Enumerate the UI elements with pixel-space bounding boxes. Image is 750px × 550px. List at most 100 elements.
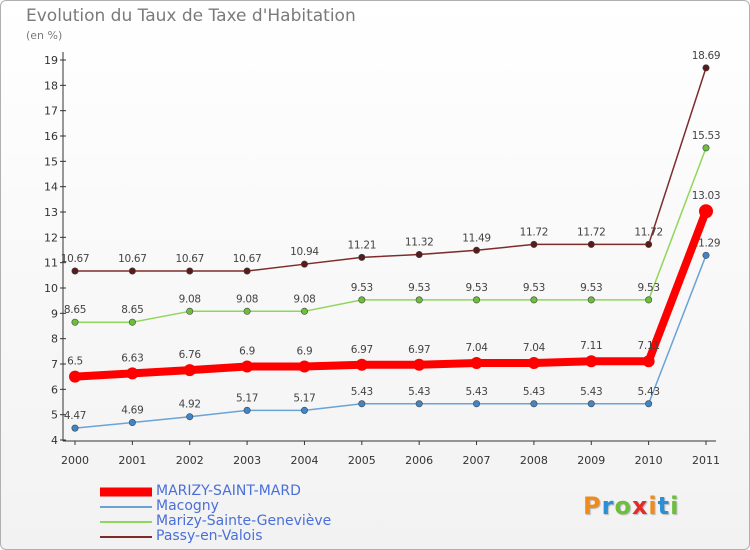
y-tick-label: 18 [44, 79, 58, 92]
data-point [128, 267, 136, 275]
y-tick-label: 9 [51, 307, 58, 320]
data-point [645, 400, 653, 408]
x-tick-label: 2000 [61, 454, 89, 467]
data-label: 10.67 [61, 253, 90, 265]
data-label: 5.43 [465, 386, 487, 398]
data-point [702, 144, 710, 152]
data-point [243, 267, 251, 275]
data-label: 9.53 [580, 282, 602, 294]
legend-swatch [100, 505, 152, 508]
x-tick-label: 2007 [463, 454, 491, 467]
data-point [128, 419, 136, 427]
data-point [358, 296, 366, 304]
data-point [473, 400, 481, 408]
data-point [587, 240, 595, 248]
data-label: 4.47 [64, 410, 86, 422]
data-label: 7.04 [465, 342, 488, 354]
data-label: 15.53 [692, 130, 721, 142]
data-point [300, 307, 308, 315]
data-point [298, 360, 311, 373]
legend-label: MARIZY-SAINT-MARD [156, 483, 301, 499]
y-tick-label: 13 [44, 206, 58, 219]
data-point [415, 251, 423, 259]
logo-letter: i [670, 492, 680, 520]
logo-letter: r [601, 492, 615, 520]
data-point [702, 64, 710, 72]
data-label: 6.63 [121, 352, 143, 364]
series-line [74, 147, 707, 323]
data-point [186, 413, 194, 421]
data-point [702, 251, 710, 259]
data-point [243, 406, 251, 414]
data-label: 5.43 [523, 386, 545, 398]
data-label: 6.9 [297, 346, 313, 358]
data-point [645, 240, 653, 248]
data-label: 9.08 [236, 293, 258, 305]
data-label: 8.65 [64, 304, 86, 316]
data-label: 5.17 [236, 392, 258, 404]
series-line [74, 254, 707, 429]
data-point [358, 253, 366, 261]
x-tick-label: 2003 [233, 454, 261, 467]
y-tick-label: 17 [44, 105, 58, 118]
data-point [126, 367, 139, 380]
y-tick-label: 7 [51, 358, 58, 371]
data-label: 11.21 [348, 239, 377, 251]
chart-title: Evolution du Taux de Taxe d'Habitation [26, 6, 356, 26]
legend-swatch [100, 487, 152, 496]
y-tick-label: 10 [44, 282, 58, 295]
data-point [71, 424, 79, 432]
x-tick-label: 2002 [176, 454, 204, 467]
data-point [415, 296, 423, 304]
data-label: 9.53 [465, 282, 487, 294]
y-tick-label: 19 [44, 54, 58, 67]
data-point [183, 364, 196, 377]
legend-label: Macogny [156, 498, 219, 514]
data-label: 18.69 [692, 50, 721, 62]
data-point [186, 267, 194, 275]
x-tick-label: 2009 [577, 454, 605, 467]
data-point [128, 318, 136, 326]
data-label: 11.72 [520, 226, 549, 238]
y-tick-label: 4 [51, 434, 58, 447]
data-point [71, 267, 79, 275]
data-point [243, 307, 251, 315]
data-point [415, 400, 423, 408]
chart-unit-label: (en %) [26, 29, 63, 42]
x-tick-label: 2004 [290, 454, 318, 467]
data-label: 9.53 [523, 282, 545, 294]
y-tick-label: 15 [44, 155, 58, 168]
data-label: 9.08 [293, 293, 315, 305]
x-tick-label: 2008 [520, 454, 548, 467]
data-label: 5.43 [638, 386, 660, 398]
data-point [300, 260, 308, 268]
data-label: 7.11 [580, 340, 602, 352]
legend-swatch [100, 535, 152, 538]
data-label: 9.53 [408, 282, 430, 294]
data-label: 11.49 [462, 232, 491, 244]
y-tick-label: 11 [44, 257, 58, 270]
y-tick-label: 12 [44, 231, 58, 244]
x-tick-label: 2005 [348, 454, 376, 467]
data-point [585, 355, 598, 368]
data-label: 5.43 [351, 386, 373, 398]
data-point [470, 356, 483, 369]
logo-letter: P [583, 492, 602, 520]
data-label: 10.67 [233, 253, 262, 265]
data-label: 10.67 [118, 253, 147, 265]
y-tick-label: 6 [51, 383, 58, 396]
data-label: 5.43 [408, 386, 430, 398]
legend-label: Marizy-Sainte-Geneviève [156, 513, 332, 529]
data-point [300, 406, 308, 414]
data-point [355, 358, 368, 371]
data-label: 5.17 [293, 392, 315, 404]
data-point [530, 400, 538, 408]
series-line [71, 207, 710, 381]
data-label: 4.69 [121, 405, 143, 417]
data-point [473, 296, 481, 304]
proxiti-logo: Proxiti [583, 492, 679, 520]
data-label: 11.72 [634, 226, 663, 238]
data-point [527, 356, 540, 369]
